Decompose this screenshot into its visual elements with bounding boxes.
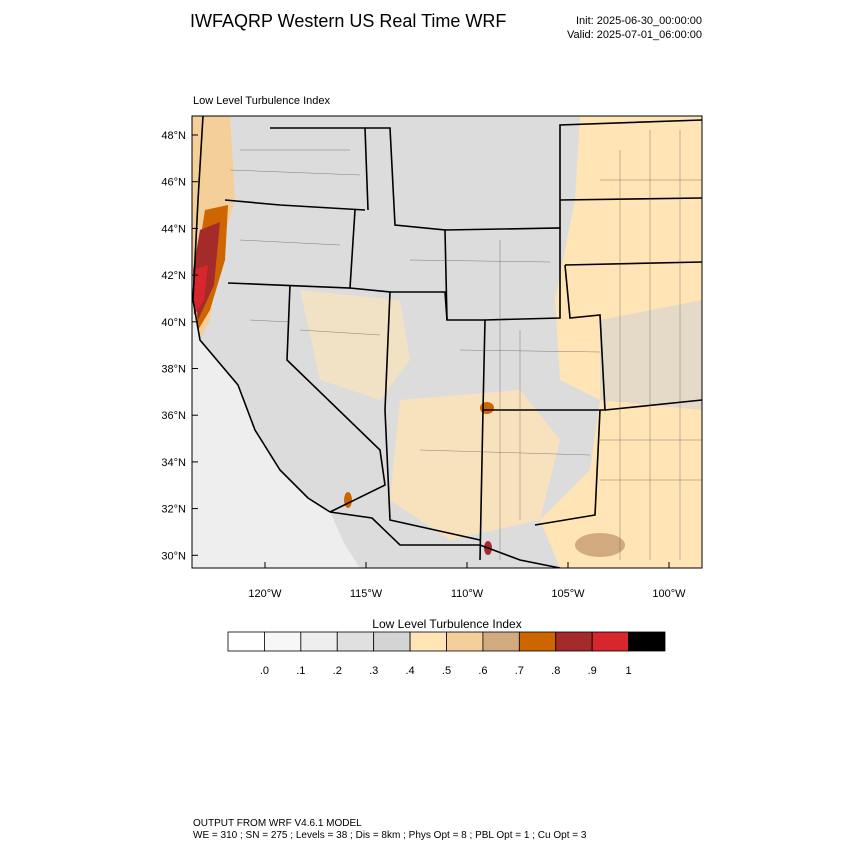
- colorbar-label: .6: [478, 665, 487, 677]
- colorbar-box: [300, 631, 338, 652]
- colorbar-box: [227, 631, 265, 652]
- lat-tick-label: 48°N: [161, 130, 186, 142]
- init-time: Init: 2025-06-30_00:00:00: [576, 15, 702, 27]
- colorbar-box: [409, 631, 447, 652]
- colorbar-label: .8: [551, 665, 560, 677]
- colorbar-label: .1: [296, 665, 305, 677]
- lat-tick-label: 34°N: [161, 457, 186, 469]
- map: 48°N 46°N 44°N 42°N 40°N 38°N 36°N 34°N 32°N 30°N…: [161, 115, 703, 600]
- lon-tick-label: 105°W: [551, 588, 585, 600]
- colorbar-box: [264, 631, 302, 652]
- colorbar-label: 1: [626, 665, 632, 677]
- state-borders: [192, 116, 702, 568]
- lat-tick-label: 38°N: [161, 364, 186, 376]
- colorbar-label: .2: [333, 665, 342, 677]
- lon-tick-label: 120°W: [248, 588, 282, 600]
- map-label: Low Level Turbulence Index: [193, 95, 330, 107]
- colorbar-label: .0: [260, 665, 269, 677]
- plains-gray: [600, 300, 702, 410]
- colorbar-box: [591, 631, 629, 652]
- footer-line: OUTPUT FROM WRF V4.6.1 MODEL: [193, 818, 362, 829]
- colorbar-box: [518, 631, 557, 652]
- colorbar: .0 .1 .2 .3 .4 .5 .6 .7 .8 .9 1: [227, 631, 666, 677]
- lat-tick-label: 44°N: [161, 223, 186, 235]
- lat-tick-label: 32°N: [161, 504, 186, 516]
- colorbar-label: .9: [588, 665, 597, 677]
- lat-tick-label: 40°N: [161, 317, 186, 329]
- lat-tick-label: 36°N: [161, 410, 186, 422]
- lon-tick-label: 115°W: [350, 588, 383, 600]
- lon-axis: 120°W 115°W 110°W 105°W 100°W: [248, 562, 686, 600]
- colorbar-label: .4: [405, 665, 414, 677]
- lat-tick-label: 46°N: [161, 177, 186, 189]
- colorbar-label: .7: [515, 665, 524, 677]
- colorbar-box: [482, 631, 520, 652]
- lon-tick-label: 100°W: [652, 588, 686, 600]
- southwest-turbulence: [390, 390, 560, 540]
- colorbar-box: [373, 631, 411, 652]
- footer-line: WE = 310 ; SN = 275 ; Levels = 38 ; Dis …: [193, 830, 587, 841]
- lat-tick-label: 42°N: [161, 270, 186, 282]
- colorbar-box: [628, 631, 666, 652]
- colorbar-title: Low Level Turbulence Index: [372, 617, 521, 631]
- coastal-turbulence: [193, 265, 208, 315]
- colorbar-label: .3: [369, 665, 378, 677]
- hotspot: [344, 492, 352, 508]
- hotspot: [480, 402, 494, 414]
- lat-axis: 48°N 46°N 44°N 42°N 40°N 38°N 36°N 34°N 32°N 30°N: [161, 130, 198, 562]
- texas-turbulence: [575, 533, 625, 557]
- basin-turbulence: [300, 290, 410, 400]
- ocean: [192, 116, 360, 568]
- lon-tick-label: 110°W: [451, 588, 484, 600]
- colorbar-box: [336, 631, 375, 652]
- colorbar-box: [555, 631, 593, 652]
- map-frame: [191, 115, 703, 569]
- title: IWFAQRP Western US Real Time WRF: [190, 11, 506, 31]
- colorbar-label: .5: [442, 665, 451, 677]
- county-lines: [229, 130, 702, 560]
- lat-tick-label: 30°N: [161, 550, 186, 562]
- valid-time: Valid: 2025-07-01_06:00:00: [567, 29, 702, 41]
- colorbar-box: [446, 631, 484, 652]
